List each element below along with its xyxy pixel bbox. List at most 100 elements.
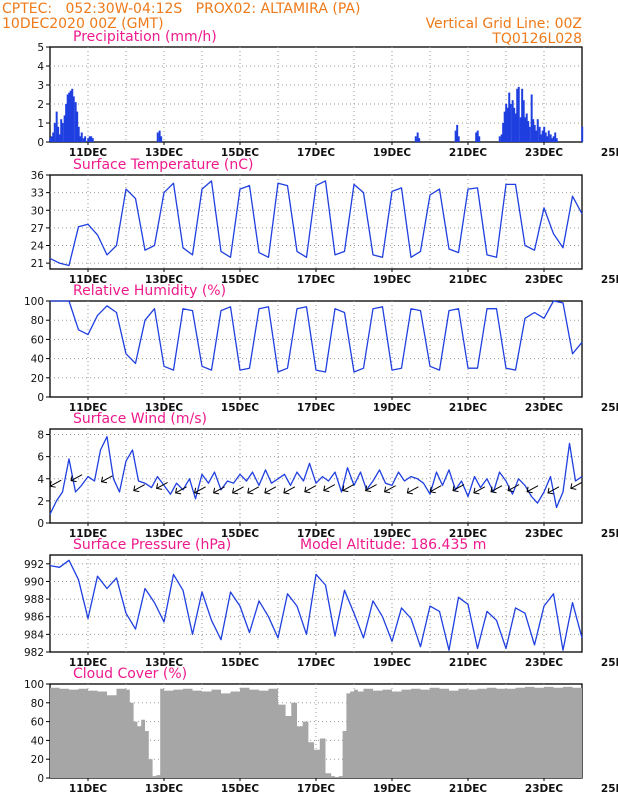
x-tick-label: 13DEC: [145, 274, 184, 286]
x-tick-label: 17DEC: [297, 274, 336, 286]
x-tick-label: 17DEC: [297, 783, 336, 795]
x-tick-label: 11DEC: [69, 783, 108, 795]
wind-arrowhead: [547, 487, 554, 495]
wind-arrowhead: [264, 487, 271, 495]
y-tick-label: 0: [37, 518, 44, 530]
x-tick-label: 15DEC: [221, 657, 260, 669]
precip-bar: [502, 123, 505, 142]
y-tick-label: 986: [24, 612, 44, 624]
wind-arrow: [526, 485, 539, 493]
panel-5: 982 984 986 988 990 992 11DEC 13DEC 15DEC 17DEC 19…: [24, 537, 618, 669]
wind-arrow: [101, 475, 113, 483]
x-tick-label: 23DEC: [525, 402, 564, 414]
wind-arrow: [213, 486, 225, 494]
precip-bar: [581, 126, 584, 142]
x-tick-label: 19DEC: [373, 657, 412, 669]
x-tick-label: 15DEC: [221, 274, 260, 286]
x-tick-label: 17DEC: [297, 528, 336, 540]
header-model-id: TQ0126L028: [491, 31, 582, 47]
wind-arrow: [49, 479, 62, 487]
precip-bar: [509, 104, 512, 142]
x-tick-label: 25DEC: [601, 783, 618, 795]
precip-bar: [158, 130, 161, 142]
wind-arrow: [283, 486, 296, 494]
y-tick-label: 80: [31, 315, 44, 327]
y-tick-label: 21: [31, 258, 44, 270]
x-tick-label: 11DEC: [69, 402, 108, 414]
precip-bar: [551, 138, 554, 142]
x-tick-label: 25DEC: [601, 147, 618, 159]
panel-1: 0 1 2 3 4 5 11DEC 13DEC 15DEC 17DEC 19DEC 21DEC 23DE…: [37, 29, 618, 159]
precip-bar: [511, 100, 514, 142]
wind-arrow: [323, 484, 336, 492]
wind-arrow: [133, 484, 146, 492]
precip-bar: [527, 121, 530, 142]
y-tick-label: 3: [37, 80, 44, 92]
precip-bar: [525, 113, 528, 142]
x-tick-label: 23DEC: [525, 528, 564, 540]
y-tick-label: 36: [31, 170, 45, 182]
y-tick-label: 100: [24, 679, 44, 691]
x-tick-label: 15DEC: [221, 528, 260, 540]
panel-annotation: Model Altitude: 186.435 m: [300, 537, 486, 553]
wind-arrow: [304, 485, 317, 493]
x-tick-label: 11DEC: [69, 147, 108, 159]
x-tick-label: 23DEC: [525, 783, 564, 795]
wind-arrow: [473, 486, 486, 494]
precip-bar: [543, 126, 546, 142]
series-line: [50, 300, 583, 373]
precip-bar: [58, 134, 61, 142]
wind-arrowhead: [156, 483, 163, 490]
y-tick-label: 20: [31, 373, 44, 385]
precip-bar: [156, 132, 159, 142]
panel-title: Surface Wind (m/s): [73, 411, 207, 427]
header-location: CPTEC: 052:30W-04:12S PROX02: ALTAMIRA (…: [2, 1, 360, 17]
y-tick-label: 984: [24, 629, 44, 641]
wind-arrowhead: [247, 487, 254, 495]
header-run-time: 10DEC2020 00Z (GMT): [2, 16, 164, 32]
y-tick-label: 990: [24, 576, 44, 588]
precip-bar: [506, 107, 509, 142]
precip-bar: [533, 124, 536, 142]
panel-4: 0 2 4 6 8 11DEC 13DEC 15DEC 17DEC 19DEC 21DEC 23DEC…: [37, 411, 618, 540]
precip-bar: [505, 104, 508, 142]
precip-bar: [72, 96, 75, 142]
series-line: [49, 180, 583, 267]
y-tick-label: 0: [37, 137, 44, 149]
wind-arrowhead: [304, 486, 311, 494]
x-tick-label: 23DEC: [525, 657, 564, 669]
x-tick-label: 15DEC: [221, 147, 260, 159]
header-grid-note: Vertical Grid Line: 00Z: [426, 16, 582, 32]
x-tick-label: 13DEC: [145, 528, 184, 540]
precip-bar: [503, 111, 506, 142]
precip-bar: [554, 132, 557, 142]
wind-arrow: [507, 484, 520, 492]
precip-bar: [522, 100, 525, 142]
wind-arrow: [490, 485, 503, 493]
precip-bar: [476, 130, 479, 142]
y-tick-label: 2: [37, 99, 44, 111]
precip-bar: [69, 90, 72, 142]
precip-bar: [80, 132, 83, 142]
precip-bar: [478, 136, 481, 142]
x-tick-label: 21DEC: [449, 274, 488, 286]
precip-bar: [540, 134, 543, 142]
precip-bar: [544, 132, 547, 142]
wind-arrow: [264, 486, 277, 494]
panel-6: 0 20 40 60 80 100 11DEC 13DEC 15DEC 17DEC 19DEC 21D…: [24, 666, 618, 795]
wind-arrowhead: [175, 487, 182, 495]
y-tick-label: 40: [31, 354, 44, 366]
wind-arrow: [342, 484, 355, 492]
precip-bar: [456, 124, 459, 142]
precip-bar: [65, 104, 68, 142]
x-tick-label: 17DEC: [297, 402, 336, 414]
precip-bar: [498, 136, 501, 142]
precip-bar: [528, 126, 531, 142]
wind-arrowhead: [365, 485, 372, 493]
y-tick-label: 1: [37, 118, 44, 130]
y-tick-label: 6: [37, 452, 44, 464]
wind-arrowhead: [384, 486, 391, 494]
precip-bar: [91, 138, 94, 142]
wind-arrowhead: [133, 485, 140, 493]
precip-bar: [87, 138, 90, 142]
